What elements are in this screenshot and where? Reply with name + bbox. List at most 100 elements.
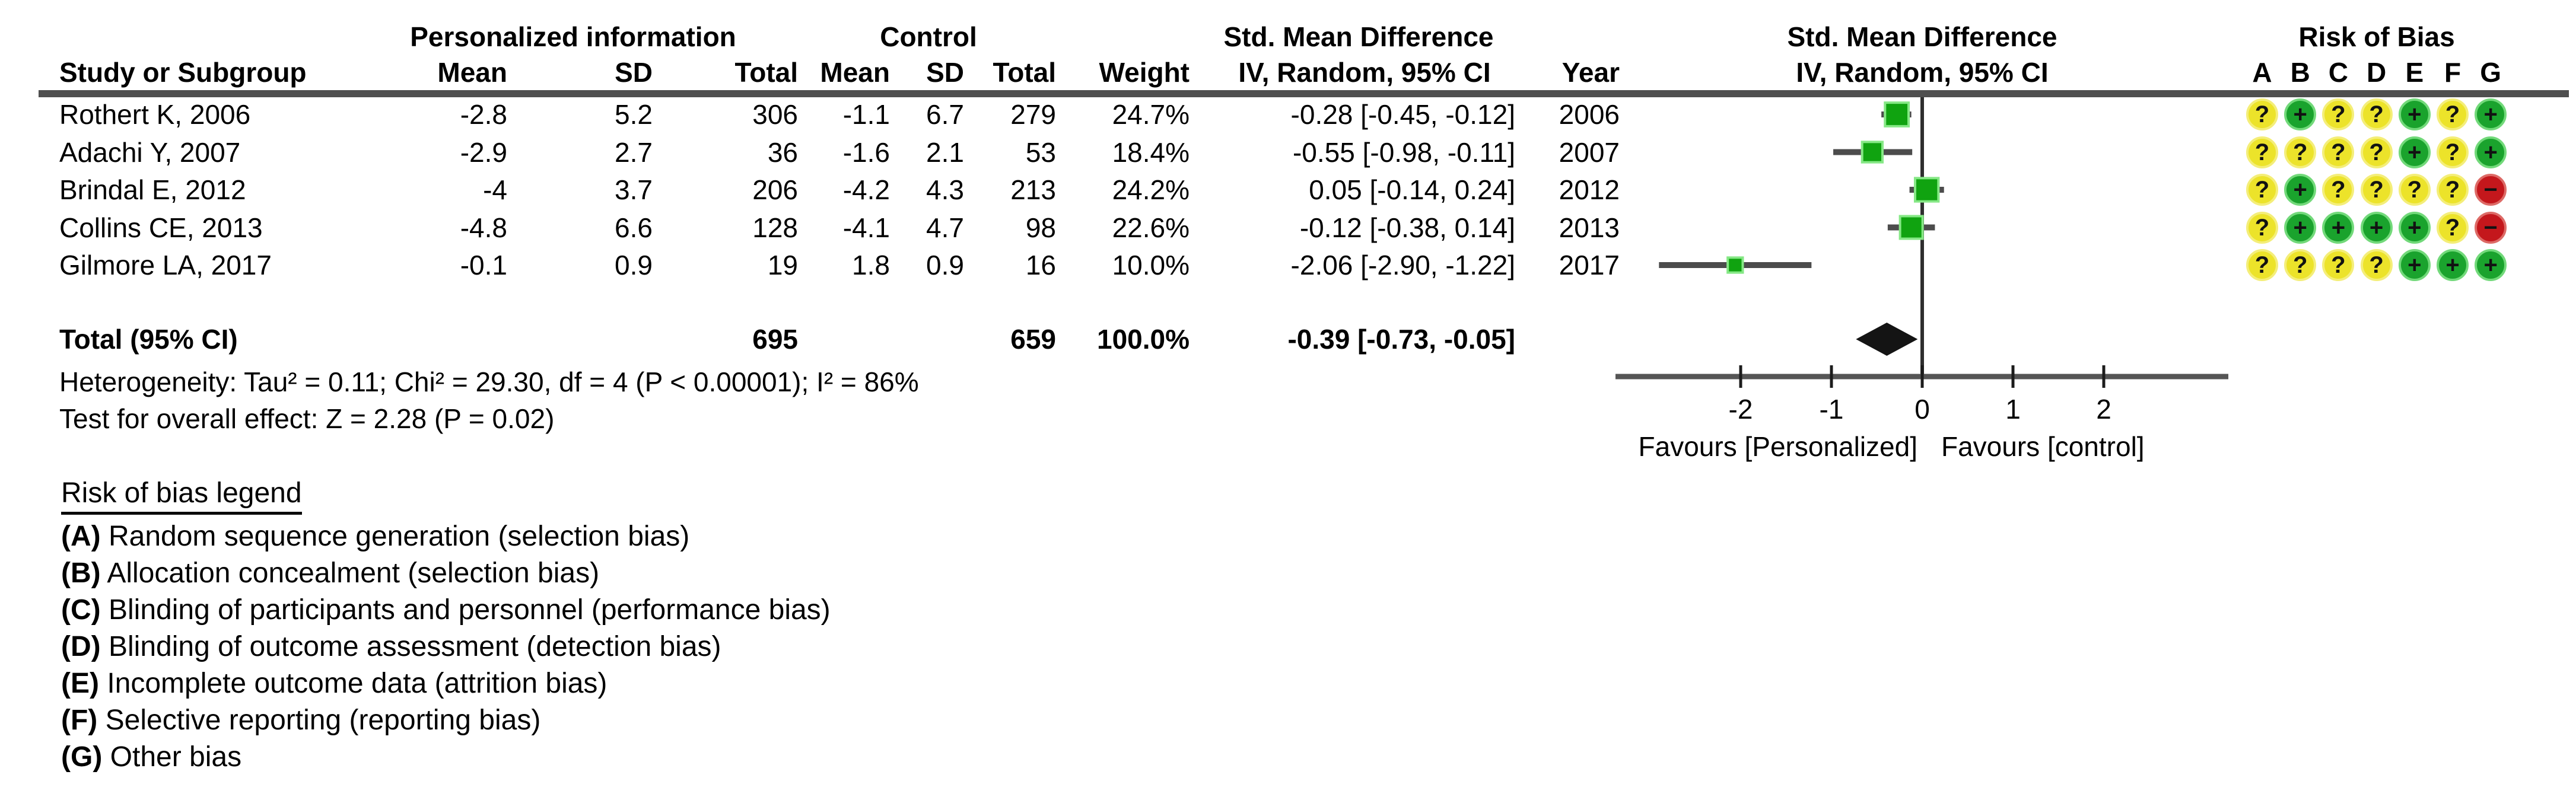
plot-smd-header: Std. Mean Difference bbox=[1787, 21, 2057, 52]
axis-tick-label: 1 bbox=[2005, 394, 2021, 425]
cell-year: 2006 bbox=[1559, 99, 1620, 130]
col-header-c-sd: SD bbox=[926, 57, 964, 88]
cell-c-mean: -4.1 bbox=[842, 212, 890, 243]
study-name: Adachi Y, 2007 bbox=[59, 136, 241, 168]
group-header-control: Control bbox=[880, 21, 977, 52]
rob-circle-B: + bbox=[2284, 211, 2317, 244]
rob-legend-item-text: Selective reporting (reporting bias) bbox=[97, 704, 541, 736]
cell-p-mean: -2.9 bbox=[460, 136, 507, 168]
cell-year: 2013 bbox=[1559, 212, 1620, 243]
rob-legend-item: (B) Allocation concealment (selection bi… bbox=[61, 559, 599, 588]
rob-legend-item-tag: (A) bbox=[61, 521, 101, 552]
cell-weight: 24.7% bbox=[1112, 99, 1190, 130]
cell-c-sd: 0.9 bbox=[926, 250, 964, 280]
cell-p-total: 306 bbox=[752, 99, 798, 130]
rob-circle-C: + bbox=[2322, 211, 2355, 244]
rob-legend-item: (A) Random sequence generation (selectio… bbox=[61, 522, 689, 551]
cell-ci-text: -0.28 [-0.45, -0.12] bbox=[1290, 99, 1515, 130]
axis-tick-label: 2 bbox=[2096, 394, 2111, 425]
col-header-c-total: Total bbox=[993, 57, 1056, 88]
rob-circle-F: + bbox=[2437, 249, 2469, 281]
total-c-total: 659 bbox=[1010, 324, 1056, 355]
rob-circle-D: ? bbox=[2360, 174, 2393, 206]
rob-letter-header: F bbox=[2444, 57, 2461, 88]
effect-marker bbox=[1913, 177, 1940, 203]
total-label: Total (95% CI) bbox=[59, 324, 238, 355]
cell-weight: 18.4% bbox=[1112, 136, 1190, 168]
effect-marker bbox=[1884, 101, 1910, 127]
rob-legend-item-tag: (F) bbox=[61, 704, 98, 736]
cell-c-mean: -1.1 bbox=[842, 99, 890, 130]
rob-legend-item-tag: (G) bbox=[61, 741, 103, 773]
cell-ci-text: -0.55 [-0.98, -0.11] bbox=[1292, 136, 1515, 168]
col-header-study: Study or Subgroup bbox=[59, 57, 307, 88]
rob-circle-D: ? bbox=[2360, 98, 2393, 130]
rob-circle-B: ? bbox=[2284, 249, 2317, 281]
rob-circle-E: + bbox=[2398, 98, 2431, 130]
risk-of-bias-title: Risk of Bias bbox=[2298, 21, 2455, 52]
col-header-p-sd: SD bbox=[615, 57, 653, 88]
total-p-total: 695 bbox=[752, 324, 798, 355]
rob-circle-C: ? bbox=[2322, 136, 2355, 168]
header-rule bbox=[39, 90, 2569, 97]
rob-circle-C: ? bbox=[2322, 98, 2355, 130]
cell-c-total: 53 bbox=[1025, 136, 1056, 168]
cell-p-sd: 3.7 bbox=[615, 174, 653, 205]
cell-ci-text: 0.05 [-0.14, 0.24] bbox=[1309, 174, 1515, 205]
cell-p-total: 19 bbox=[767, 250, 798, 280]
rob-circle-F: ? bbox=[2437, 174, 2469, 206]
rob-circle-G: − bbox=[2475, 174, 2507, 206]
rob-letter-header: B bbox=[2290, 57, 2310, 88]
group-header-personalized: Personalized information bbox=[410, 21, 736, 52]
cell-c-total: 213 bbox=[1010, 174, 1056, 205]
cell-p-mean: -0.1 bbox=[460, 250, 507, 280]
rob-circle-F: ? bbox=[2437, 136, 2469, 168]
cell-c-mean: 1.8 bbox=[852, 250, 890, 280]
study-name: Collins CE, 2013 bbox=[59, 212, 263, 243]
rob-legend-item: (C) Blinding of participants and personn… bbox=[61, 596, 831, 624]
effect-marker bbox=[1898, 215, 1924, 240]
effect-marker bbox=[1726, 256, 1744, 274]
rob-legend-item-tag: (D) bbox=[61, 631, 101, 662]
heterogeneity-text: Heterogeneity: Tau² = 0.11; Chi² = 29.30… bbox=[59, 366, 919, 397]
rob-legend-item-tag: (C) bbox=[61, 594, 101, 626]
cell-p-total: 128 bbox=[752, 212, 798, 243]
col-header-year: Year bbox=[1561, 57, 1620, 88]
study-name: Rothert K, 2006 bbox=[59, 99, 251, 130]
rob-circle-E: ? bbox=[2398, 174, 2431, 206]
cell-weight: 24.2% bbox=[1112, 174, 1190, 205]
study-name: Brindal E, 2012 bbox=[59, 174, 246, 205]
rob-letter-header: C bbox=[2328, 57, 2349, 88]
rob-letter-header: D bbox=[2366, 57, 2387, 88]
cell-c-total: 98 bbox=[1025, 212, 1056, 243]
study-name: Gilmore LA, 2017 bbox=[59, 250, 272, 280]
rob-legend-item-text: Blinding of outcome assessment (detectio… bbox=[100, 631, 721, 662]
rob-legend-item-tag: (B) bbox=[61, 557, 101, 589]
favours-left-label: Favours [Personalized] bbox=[1638, 431, 1917, 462]
rob-circle-F: ? bbox=[2437, 98, 2469, 130]
rob-circle-D: ? bbox=[2360, 136, 2393, 168]
cell-c-total: 16 bbox=[1025, 250, 1056, 280]
total-ci-text: -0.39 [-0.73, -0.05] bbox=[1287, 324, 1515, 355]
rob-circle-G: + bbox=[2475, 98, 2507, 130]
overall-effect-text: Test for overall effect: Z = 2.28 (P = 0… bbox=[59, 403, 555, 434]
cell-c-sd: 6.7 bbox=[926, 99, 964, 130]
rob-letter-header: E bbox=[2405, 57, 2424, 88]
axis-tick-label: -2 bbox=[1728, 394, 1753, 425]
rob-legend-item: (G) Other bias bbox=[61, 743, 241, 772]
cell-weight: 22.6% bbox=[1112, 212, 1190, 243]
rob-letter-header: A bbox=[2252, 57, 2272, 88]
rob-legend-item: (E) Incomplete outcome data (attrition b… bbox=[61, 670, 607, 698]
rob-circle-F: ? bbox=[2437, 211, 2469, 244]
rob-circle-E: + bbox=[2398, 136, 2431, 168]
rob-circle-A: ? bbox=[2246, 136, 2278, 168]
col-header-weight: Weight bbox=[1099, 57, 1190, 88]
rob-circle-E: + bbox=[2398, 249, 2431, 281]
rob-circle-D: ? bbox=[2360, 249, 2393, 281]
table-smd-header: Std. Mean Difference bbox=[1223, 21, 1494, 52]
rob-letter-header: G bbox=[2480, 57, 2502, 88]
rob-circle-A: ? bbox=[2246, 211, 2278, 244]
plot-col-header-ci: IV, Random, 95% CI bbox=[1796, 57, 2049, 88]
cell-p-sd: 5.2 bbox=[615, 99, 653, 130]
